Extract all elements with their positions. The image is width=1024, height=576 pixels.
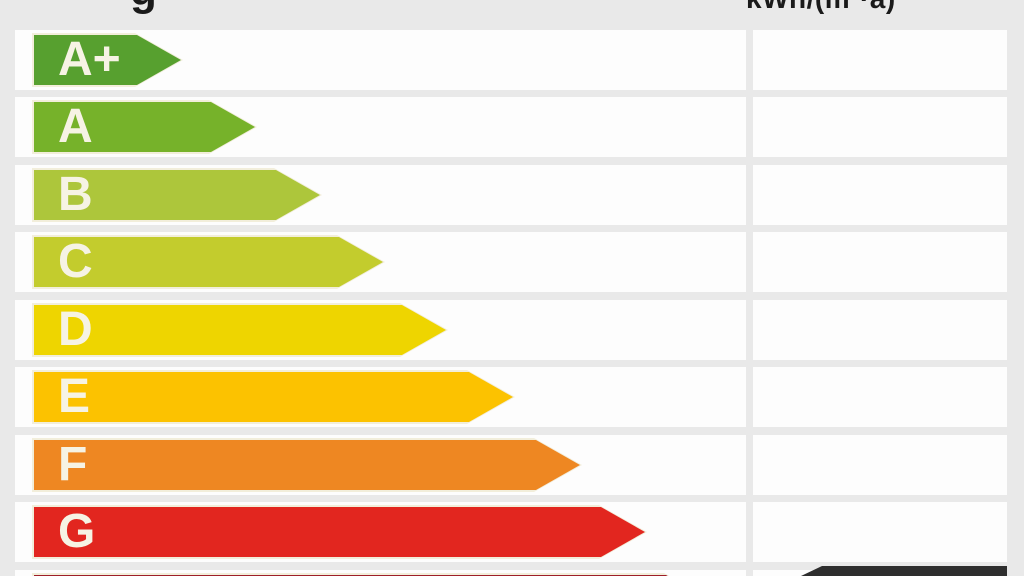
scale-row-band: D [15, 300, 746, 360]
scale-row-band: A+ [15, 30, 746, 90]
scale-row-band: G [15, 502, 746, 562]
class-arrow: A [32, 100, 257, 154]
value-indicator-arrow [780, 566, 1007, 576]
class-arrow-fill: F [34, 440, 580, 490]
class-arrow: C [32, 235, 385, 289]
value-column-cell [753, 165, 1007, 225]
scale-row-band: A [15, 97, 746, 157]
class-arrow-fill: D [34, 305, 446, 355]
class-arrow: B [32, 168, 322, 222]
class-arrow: D [32, 303, 448, 357]
class-arrow: A+ [32, 33, 183, 87]
unit-label: kWh/(m²·a) [746, 0, 896, 15]
value-column-cell [753, 435, 1007, 495]
value-column-cell [753, 30, 1007, 90]
class-label: D [58, 303, 93, 356]
scale-row-band: C [15, 232, 746, 292]
class-arrow-fill: C [34, 237, 383, 287]
class-arrow-fill: E [34, 372, 513, 422]
scale-row-band: F [15, 435, 746, 495]
value-column-cell [753, 367, 1007, 427]
value-column-cell [753, 300, 1007, 360]
class-label: F [58, 438, 88, 491]
class-label: A+ [58, 33, 121, 86]
page-title-fragment: g [130, 0, 157, 16]
class-label: G [58, 505, 96, 558]
scale-row-band: E [15, 367, 746, 427]
value-column-cell [753, 232, 1007, 292]
class-arrow: E [32, 370, 515, 424]
value-column-cell [753, 97, 1007, 157]
scale-row-band [15, 570, 746, 576]
class-arrow-fill: B [34, 170, 320, 220]
scale-row-band: B [15, 165, 746, 225]
class-arrow-fill: A+ [34, 35, 181, 85]
class-label: E [58, 370, 91, 423]
value-column-cell [753, 502, 1007, 562]
class-label: C [58, 235, 93, 288]
class-arrow-fill: A [34, 102, 255, 152]
class-arrow: G [32, 505, 647, 559]
class-arrow-fill: G [34, 507, 645, 557]
class-label: A [58, 100, 93, 153]
class-arrow: F [32, 438, 582, 492]
class-label: B [58, 168, 93, 221]
